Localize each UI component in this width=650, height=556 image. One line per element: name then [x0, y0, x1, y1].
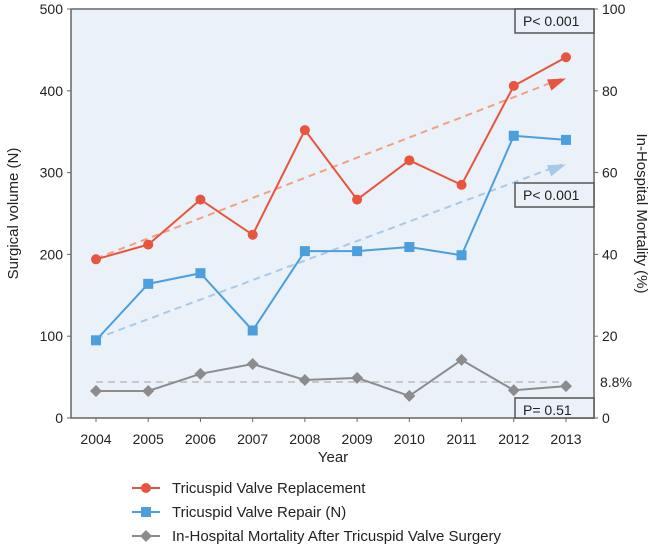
series-line	[95, 56, 567, 261]
y2-tick-label: 40	[602, 246, 618, 262]
data-point	[351, 371, 364, 384]
y-tick-label: 200	[40, 246, 64, 262]
y-tick-label: 400	[40, 83, 64, 99]
p-value-box	[514, 397, 595, 419]
data-point	[90, 385, 102, 398]
p-value-label: P< 0.001	[523, 13, 580, 29]
data-point	[298, 373, 311, 386]
data-point	[508, 130, 519, 141]
plot-area	[71, 9, 594, 418]
y2-tick-label: 0	[602, 410, 610, 426]
y-tick-label: 500	[40, 1, 64, 17]
data-point	[247, 229, 258, 240]
p-value-box	[514, 8, 595, 34]
data-point	[246, 358, 259, 371]
data-point	[403, 389, 416, 402]
data-point	[456, 179, 467, 190]
y-tick-label: 100	[40, 328, 64, 344]
data-point	[299, 125, 310, 136]
data-point	[91, 335, 101, 346]
x-tick-label: 2005	[133, 431, 164, 447]
legend-marker	[140, 530, 152, 542]
y-tick-label: 0	[55, 410, 63, 426]
x-tick-label: 2011	[447, 431, 477, 447]
y2-tick-label: 20	[602, 328, 618, 344]
data-point	[507, 384, 520, 397]
data-point	[194, 367, 207, 380]
x-tick-label: 2004	[80, 431, 111, 447]
data-point	[352, 194, 363, 205]
data-point	[299, 246, 310, 257]
data-point	[247, 325, 258, 336]
data-point	[456, 250, 467, 261]
x-tick-label: 2013	[550, 431, 581, 447]
y2-tick-label: 100	[602, 1, 626, 17]
y-axis-label: Surgical volume (N)	[5, 148, 22, 280]
trend-line	[95, 163, 563, 340]
axes-frame	[70, 8, 595, 419]
data-point	[195, 194, 206, 205]
legend-label: Tricuspid Valve Repair (N)	[172, 504, 346, 521]
x-tick-label: 2007	[237, 431, 268, 447]
y2-tick-label: 60	[602, 165, 618, 181]
y-tick-label: 300	[40, 165, 64, 181]
data-point	[561, 52, 571, 63]
mean-label: 8.8%	[600, 374, 632, 390]
data-point	[404, 155, 415, 166]
y2-axis-label: In-Hospital Mortality (%)	[633, 133, 650, 293]
series-line	[95, 134, 567, 341]
data-point	[195, 268, 206, 279]
data-point	[142, 385, 155, 398]
x-tick-label: 2009	[342, 431, 373, 447]
p-value-label: P= 0.51	[523, 402, 572, 418]
data-point	[143, 239, 154, 250]
p-value-box	[514, 182, 595, 208]
data-point	[455, 353, 468, 366]
y2-tick-label: 80	[602, 83, 618, 99]
data-point	[561, 134, 571, 145]
x-tick-label: 2008	[289, 431, 320, 447]
x-tick-label: 2010	[394, 431, 425, 447]
legend-marker	[141, 507, 151, 517]
legend-label: In-Hospital Mortality After Tricuspid Va…	[172, 528, 502, 545]
data-point	[560, 380, 572, 393]
legend-marker	[141, 483, 151, 493]
trend-arrowhead	[547, 164, 566, 177]
data-point	[404, 242, 415, 253]
data-point	[91, 254, 101, 265]
legend-label: Tricuspid Valve Replacement	[172, 480, 366, 497]
series-line	[96, 358, 567, 398]
x-axis-label: Year	[318, 449, 348, 466]
x-tick-label: 2006	[185, 431, 216, 447]
trend-arrowhead	[547, 78, 566, 91]
p-value-label: P< 0.001	[523, 187, 580, 203]
data-point	[508, 80, 519, 91]
x-tick-label: 2012	[498, 431, 529, 447]
data-point	[143, 278, 154, 289]
data-point	[352, 246, 363, 257]
